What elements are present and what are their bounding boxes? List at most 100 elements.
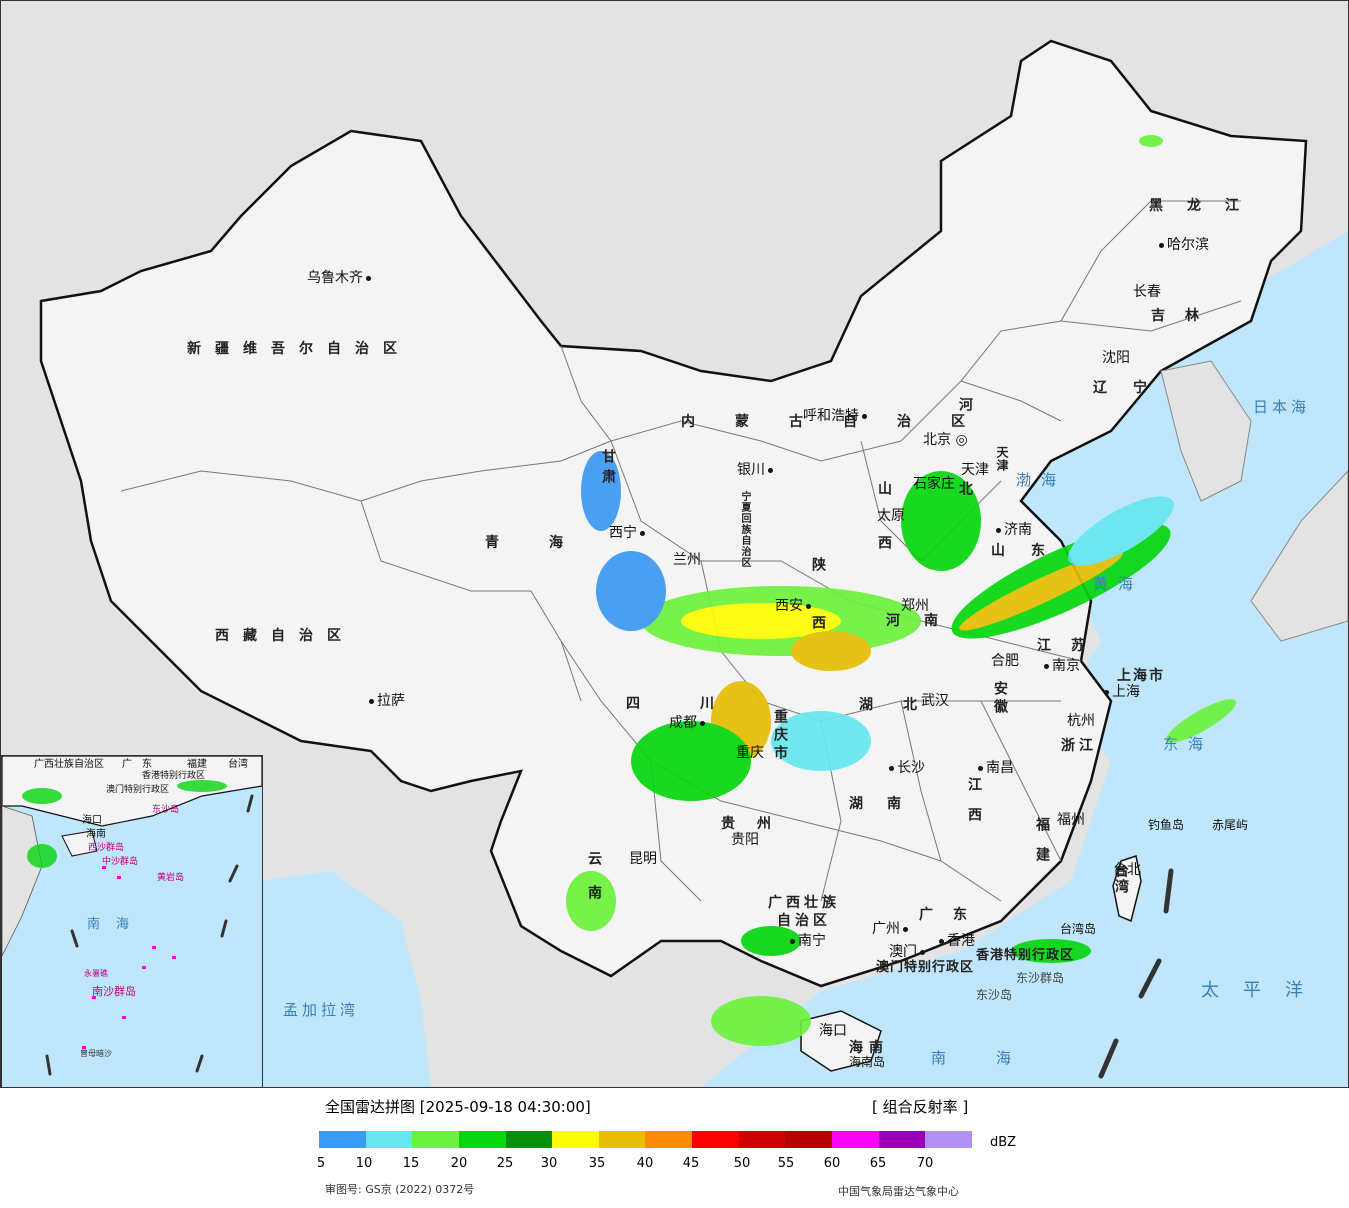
city-nanjing: 南京 [1041,659,1080,673]
bay-of-bengal [261,871,431,1087]
province-guizhou: 贵州 [721,816,793,832]
province-guangdong: 广东 [919,907,987,923]
legend-unit: dBZ [990,1135,1017,1150]
china-outline [39,39,1308,988]
island-dongsha-islands: 东沙群岛 [1016,971,1065,985]
color-scale-tick: 45 [682,1156,700,1171]
province-henan: 河南 [886,613,962,629]
city-hongkong-name: 香港 [947,933,975,949]
japan-sea [1231,231,1348,561]
city-taiyuan: 太原 [877,509,905,523]
province-hebei: 河北 [957,397,973,565]
city-haikou: 海口 [819,1024,847,1038]
city-changsha: 长沙 [886,761,925,775]
city-marker [369,698,374,704]
city-shenyang: 沈阳 [1102,351,1130,365]
city-nanjing-name: 南京 [1052,658,1080,674]
city-fuzhou: 福州 [1057,813,1085,827]
inset-nanhai: 南海 [87,917,146,932]
province-tianjin: 天津 [995,446,1009,472]
city-hefei: 合肥 [991,654,1019,668]
city-xining-name: 西宁 [609,525,637,541]
city-changsha-name: 长沙 [897,760,925,776]
city-macau: 澳门 [889,945,928,959]
color-swatch [365,1131,413,1148]
city-hohhot-name: 呼和浩特 [803,408,859,424]
city-lanzhou: 兰州 [673,553,701,567]
city-marker [768,467,773,473]
inset-nansha: 南沙群岛 [92,985,136,998]
sea-riben: 日本海 [1253,398,1311,416]
province-jiangxi: 江西 [966,777,982,837]
japan-land [1250,470,1348,642]
province-heilongjiang: 黑龙江 [1149,198,1263,214]
city-marker [640,530,645,536]
inset-taiwan: 台湾 [228,759,248,770]
city-nanning: 南宁 [787,934,826,948]
city-lhasa: 拉萨 [366,694,405,708]
city-fuzhou-name: 福州 [1057,812,1085,828]
sea-donghai: 东海 [1163,735,1214,753]
color-scale-tick: 10 [355,1156,373,1171]
color-scale-tick: 40 [636,1156,654,1171]
korea-peninsula [1160,360,1252,502]
legend-panel: 全国雷达拼图 [2025-09-18 04:30:00] [ 组合反射率 ] d… [0,1088,1349,1208]
inset-zengmu: 曾母暗沙 [80,1049,112,1058]
city-tianjin: 天津 [961,463,989,477]
island-dongsha: 东沙岛 [976,988,1013,1002]
inset-yongshu: 永暑礁 [84,969,108,978]
province-xizang: 西藏自治区 [215,628,355,644]
city-guiyang-name: 贵阳 [731,832,759,848]
inset-guangxi: 广西壮族自治区 [34,759,104,770]
city-nanchang: 南昌 [975,761,1014,775]
inset-huangyan: 黄岩岛 [157,873,185,883]
city-marker [1044,663,1049,669]
city-xian: 西安 [775,599,814,613]
province-jiangsu: 江苏 [1037,638,1105,654]
sea-nanhai: 南海 [931,1049,1062,1067]
city-haikou-name: 海口 [819,1023,847,1039]
city-marker [366,275,371,281]
city-nanchang-name: 南昌 [986,760,1014,776]
city-chengdu-name: 成都 [669,715,697,731]
province-shandong: 山东 [991,543,1071,559]
city-hefei-name: 合肥 [991,653,1019,669]
city-marker [978,765,983,771]
color-scale-tick: 35 [588,1156,606,1171]
city-yinchuan: 银川 [737,463,776,477]
city-xining: 西宁 [609,526,648,540]
province-shanghai: 上海市 [1117,668,1165,684]
city-wuhan: 武汉 [921,694,949,708]
color-swatch [552,1131,599,1148]
city-marker [889,765,894,771]
city-chongqing: 重庆 [736,746,764,760]
color-scale-tick: 70 [916,1156,934,1171]
color-swatch [505,1131,553,1148]
inset-fujian: 福建 [187,759,207,770]
city-jinan-name: 济南 [1004,522,1032,538]
province-hongkong: 香港特别行政区 [976,948,1075,963]
review-number: 审图号: GS京 (2022) 0372号 [325,1183,475,1196]
province-anhui: 安徽 [992,681,1008,717]
city-shijiazhuang: 石家庄 [913,477,955,491]
city-beijing: 北京 ◎ [923,432,968,448]
province-hainan: 海南 [849,1040,889,1056]
city-shijiazhuang-name: 石家庄 [913,476,955,492]
inset-xisha: 西沙群岛 [88,843,125,853]
city-hangzhou-name: 杭州 [1067,713,1095,729]
radar-map: 新疆维吾尔自治区 西藏自治区 青海 甘肃 四川 云南 贵州 广西壮族自治区 广东… [0,0,1349,1088]
province-hubei: 湖北 [859,697,947,713]
province-fujian: 福建 [1034,817,1050,877]
radar-echoes [566,135,1236,1046]
inset-macau: 澳门特别行政区 [106,785,170,795]
city-marker [1159,242,1164,248]
color-swatch [785,1131,833,1148]
city-marker [996,527,1001,533]
city-shanghai: 上海 [1101,685,1140,699]
province-guangxi: 广西壮族自治区 [768,895,840,929]
city-hongkong: 香港 [936,934,975,948]
color-scale-tick: 15 [402,1156,420,1171]
city-yinchuan-name: 银川 [737,462,765,478]
sea-taipingyang: 太平洋 [1201,980,1327,1001]
color-swatch [832,1131,879,1148]
